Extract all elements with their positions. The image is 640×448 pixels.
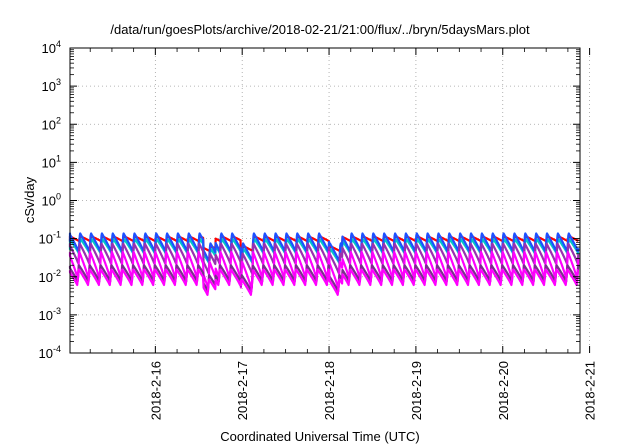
y-tick-label: 104 — [42, 39, 61, 56]
y-axis-label: cSv/day — [22, 176, 37, 223]
y-tick-label: 10-2 — [39, 268, 61, 285]
y-tick-label: 102 — [42, 115, 61, 132]
series-group — [68, 232, 580, 296]
series-line — [68, 268, 580, 296]
y-tick-label: 10-3 — [39, 306, 61, 323]
x-tick-label: 2018-2-18 — [322, 361, 337, 420]
series-line — [68, 232, 580, 263]
y-tick-label: 101 — [42, 153, 61, 170]
y-tick-label: 103 — [42, 77, 61, 94]
chart-title: /data/run/goesPlots/archive/2018-02-21/2… — [110, 22, 530, 37]
series-line — [68, 242, 580, 274]
axis-ticks — [70, 47, 591, 354]
x-tick-label: 2018-2-19 — [409, 361, 424, 420]
x-tick-labels: 2018-2-16 2018-2-17 2018-2-18 2018-2-19 2018… — [148, 361, 597, 420]
x-tick-label: 2018-2-17 — [235, 361, 250, 420]
x-tick-label: 2018-2-21 — [583, 361, 598, 420]
y-tick-label: 10-4 — [39, 344, 61, 361]
x-axis-label: Coordinated Universal Time (UTC) — [220, 429, 419, 444]
y-tick-label: 100 — [42, 192, 61, 209]
x-tick-label: 2018-2-16 — [148, 361, 163, 420]
y-tick-labels: 10-4 10-3 10-2 10-1 100 101 102 103 104 — [39, 39, 61, 361]
y-tick-label: 10-1 — [39, 230, 61, 247]
x-tick-label: 2018-2-20 — [496, 361, 511, 420]
